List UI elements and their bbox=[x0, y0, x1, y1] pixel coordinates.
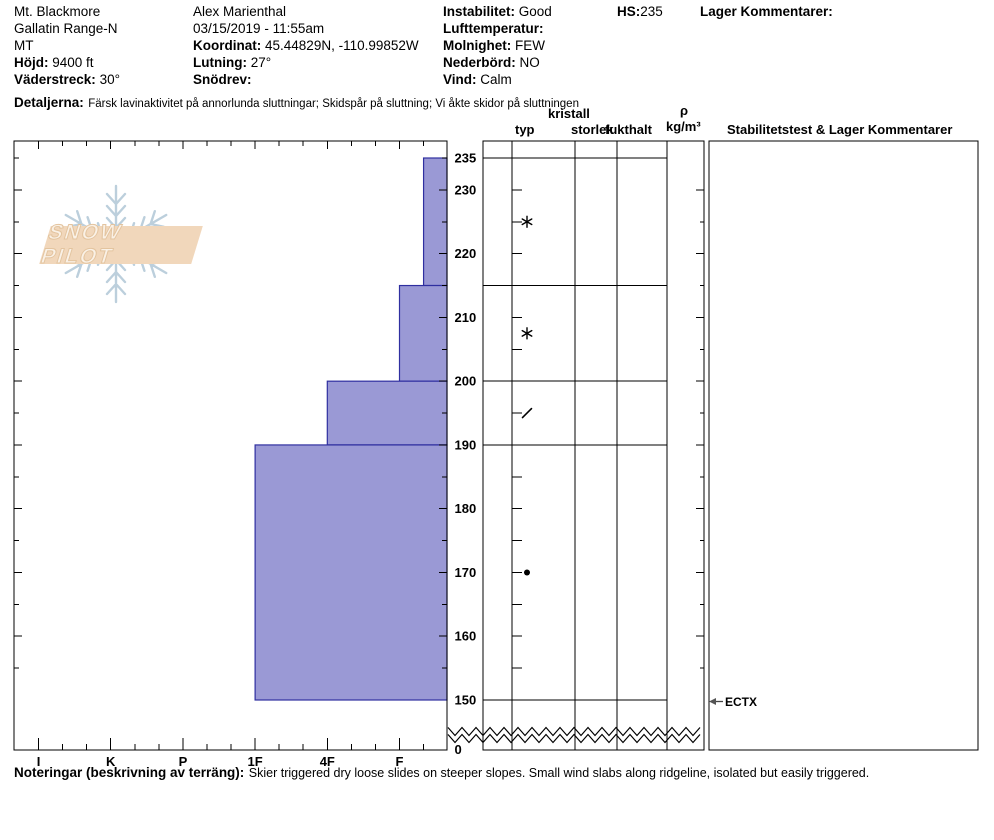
snow-height-line: HS:235 bbox=[617, 3, 663, 20]
grain-symbol-star-line bbox=[521, 218, 533, 226]
layer-data-table bbox=[482, 140, 705, 751]
details-label: Detaljerna: bbox=[14, 95, 84, 110]
aspect-line: Väderstreck: 30° bbox=[14, 71, 120, 88]
precipitation-line: Nederbörd: NO bbox=[443, 54, 540, 71]
snowpilot-logo: SNOW PILOT bbox=[37, 178, 203, 313]
svg-text:P: P bbox=[179, 754, 188, 769]
elevation-line: Höjd: 9400 ft bbox=[14, 54, 94, 71]
instability-line: Instabilitet: Good bbox=[443, 3, 552, 20]
sky-cover-value: FEW bbox=[515, 38, 545, 53]
grain-symbol-dot bbox=[524, 569, 530, 576]
drifting-snow-label: Snödrev: bbox=[193, 72, 252, 87]
site-range: Gallatin Range-N bbox=[14, 21, 118, 36]
hardness-axis-labels: I K P 1F 4F F bbox=[37, 754, 404, 769]
snow-layer-bar bbox=[326, 380, 448, 446]
depth-axis-labels: 235 230 220 210 200 190 180 170 160 150 0 bbox=[455, 151, 477, 758]
grain-symbol-slash bbox=[521, 407, 533, 419]
col-header-storlek: storlek bbox=[571, 122, 614, 137]
layer-comments-label: Lager Kommentarer: bbox=[700, 4, 833, 19]
elevation-value: 9400 ft bbox=[52, 55, 94, 70]
site-state: MT bbox=[14, 38, 34, 53]
col-header-fukthalt: fukthalt bbox=[605, 122, 652, 137]
svg-text:150: 150 bbox=[455, 693, 477, 708]
site-name: Mt. Blackmore bbox=[14, 4, 101, 19]
air-temp-line: Lufttemperatur: bbox=[443, 20, 544, 37]
col-header-rho: ρ bbox=[680, 103, 689, 118]
coordinates-line: Koordinat: 45.44829N, -110.99852W bbox=[193, 37, 419, 54]
notes-line: Noteringar (beskrivning av terräng): Ski… bbox=[14, 764, 869, 782]
aspect-label: Väderstreck: bbox=[14, 72, 96, 87]
svg-text:190: 190 bbox=[455, 437, 477, 452]
svg-text:235: 235 bbox=[455, 151, 477, 166]
snow-layer-bar bbox=[398, 284, 448, 382]
instability-value: Good bbox=[518, 4, 552, 19]
svg-text:1F: 1F bbox=[248, 754, 263, 769]
details-line: Detaljerna: Färsk lavinaktivitet på anno… bbox=[14, 94, 579, 112]
stability-test-annotations: ECTX bbox=[709, 695, 757, 709]
svg-text:210: 210 bbox=[455, 310, 477, 325]
svg-text:F: F bbox=[396, 754, 404, 769]
svg-text:0: 0 bbox=[455, 742, 462, 757]
svg-text:I: I bbox=[37, 754, 41, 769]
svg-text:4F: 4F bbox=[320, 754, 335, 769]
details-value: Färsk lavinaktivitet på annorlunda slutt… bbox=[88, 98, 579, 110]
profile-plot-box bbox=[13, 140, 448, 751]
svg-text:180: 180 bbox=[455, 501, 477, 516]
grain-type-symbols bbox=[521, 215, 533, 576]
svg-text:K: K bbox=[106, 754, 116, 769]
col-header-typ: typ bbox=[515, 122, 535, 137]
sky-cover-label: Molnighet: bbox=[443, 38, 512, 53]
col-header-kristall: kristall bbox=[548, 106, 590, 121]
instability-label: Instabilitet: bbox=[443, 4, 516, 19]
slope-angle-label: Lutning: bbox=[193, 55, 247, 70]
wind-value: Calm bbox=[480, 72, 512, 87]
grain-symbol-star-line bbox=[521, 329, 533, 337]
wind-line: Vind: Calm bbox=[443, 71, 512, 88]
svg-text:160: 160 bbox=[455, 629, 477, 644]
snow-height-label: HS: bbox=[617, 4, 641, 19]
col-header-stability: Stabilitetstest & Lager Kommentarer bbox=[727, 122, 953, 137]
slope-angle-value: 27° bbox=[250, 55, 272, 70]
snow-height-value: 235 bbox=[640, 4, 663, 19]
drifting-snow-line: Snödrev: bbox=[193, 71, 252, 88]
elevation-label: Höjd: bbox=[14, 55, 49, 70]
observer-name: Alex Marienthal bbox=[193, 4, 287, 19]
depth-ticks bbox=[14, 157, 447, 669]
notes-label: Noteringar (beskrivning av terräng): bbox=[14, 765, 245, 780]
hardness-ticks bbox=[38, 141, 425, 750]
snow-layer-bars bbox=[254, 157, 448, 701]
aspect-value: 30° bbox=[99, 72, 120, 87]
air-temp-label: Lufttemperatur: bbox=[443, 21, 544, 36]
stability-column-box bbox=[708, 140, 979, 751]
svg-text:230: 230 bbox=[455, 182, 477, 197]
coordinates-label: Koordinat: bbox=[193, 38, 262, 53]
wind-label: Vind: bbox=[443, 72, 477, 87]
svg-text:200: 200 bbox=[455, 374, 477, 389]
notes-value: Skier triggered dry loose slides on stee… bbox=[248, 766, 870, 780]
slope-angle-line: Lutning: 27° bbox=[193, 54, 271, 71]
coordinates-value: 45.44829N, -110.99852W bbox=[265, 38, 419, 53]
ectx-arrowhead-icon bbox=[709, 698, 716, 705]
sky-cover-line: Molnighet: FEW bbox=[443, 37, 545, 54]
svg-text:220: 220 bbox=[455, 246, 477, 261]
svg-text:170: 170 bbox=[455, 565, 477, 580]
precipitation-label: Nederbörd: bbox=[443, 55, 516, 70]
precipitation-value: NO bbox=[519, 55, 540, 70]
col-header-rho-unit: kg/m³ bbox=[666, 119, 701, 134]
stability-test-result: ECTX bbox=[725, 695, 757, 709]
observation-datetime: 03/15/2019 - 11:55am bbox=[193, 21, 325, 36]
snow-layer-bar bbox=[254, 444, 448, 701]
depth-break-zigzag bbox=[447, 726, 701, 744]
